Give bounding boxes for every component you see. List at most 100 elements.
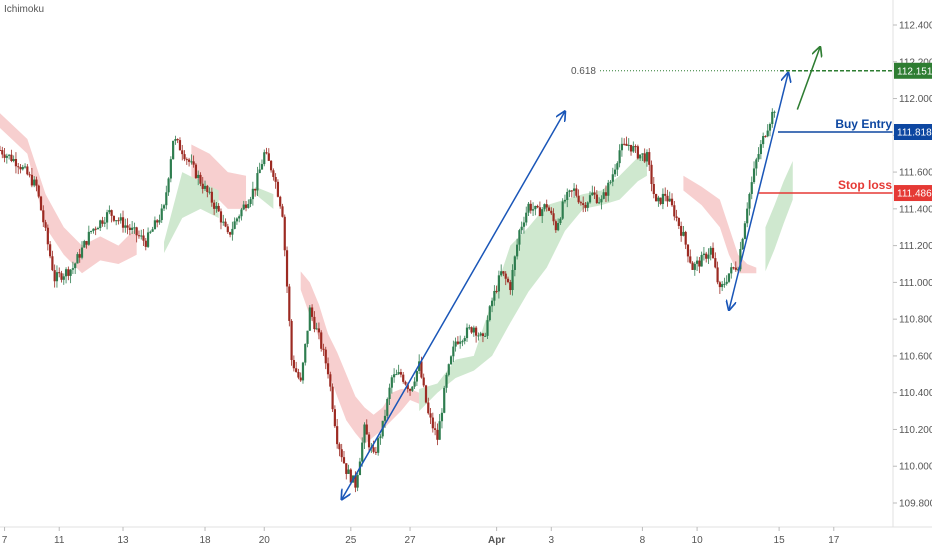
candle-body bbox=[522, 222, 526, 227]
candle-body bbox=[3, 154, 6, 158]
candle-body bbox=[554, 221, 557, 231]
candle-body bbox=[194, 164, 198, 179]
candle-body bbox=[752, 168, 756, 183]
candle-body bbox=[131, 227, 134, 230]
candle-body bbox=[361, 442, 364, 462]
candle-body bbox=[691, 262, 694, 270]
candle-body bbox=[23, 166, 27, 168]
candle-body bbox=[602, 192, 605, 199]
candle-body bbox=[326, 363, 330, 375]
candle-body bbox=[684, 231, 687, 245]
candle-body bbox=[429, 413, 432, 418]
candle-body bbox=[504, 273, 507, 279]
candle-body bbox=[577, 195, 580, 203]
candle-body bbox=[472, 327, 475, 333]
candle-body bbox=[438, 421, 441, 440]
candle-body bbox=[39, 196, 43, 211]
candle-body bbox=[283, 216, 286, 251]
candle-body bbox=[167, 178, 170, 193]
candle-body bbox=[447, 364, 450, 375]
price-axis: 109.800 110.000 110.200 110.400 110.600 110.8… bbox=[892, 0, 932, 527]
candle-body bbox=[331, 386, 334, 410]
candle-body bbox=[17, 166, 20, 168]
candle-body bbox=[295, 368, 298, 372]
candle-body bbox=[682, 231, 685, 236]
candle-body bbox=[199, 174, 202, 184]
candle-body bbox=[19, 167, 22, 170]
candle-body bbox=[240, 209, 243, 217]
candle-body bbox=[750, 182, 753, 194]
cloud-bear-span bbox=[0, 113, 137, 274]
candle-body bbox=[588, 195, 592, 203]
candle-body bbox=[105, 212, 109, 223]
candle-body bbox=[203, 185, 207, 189]
candle-body bbox=[411, 386, 414, 391]
candle-body bbox=[363, 424, 366, 443]
candle-body bbox=[10, 154, 13, 161]
candle-body bbox=[452, 346, 455, 357]
candle-body bbox=[187, 159, 191, 162]
candle-body bbox=[274, 176, 277, 182]
candle-body bbox=[604, 192, 608, 196]
candle-body bbox=[208, 191, 211, 193]
candle-body bbox=[342, 457, 346, 464]
candle-body bbox=[582, 203, 585, 206]
candle-body bbox=[372, 447, 375, 452]
candle-body bbox=[365, 424, 368, 435]
candle-body bbox=[313, 316, 316, 330]
candle-body bbox=[459, 341, 462, 344]
candle-body bbox=[197, 174, 200, 179]
candle-body bbox=[162, 205, 166, 209]
candle-body bbox=[725, 281, 728, 284]
candle-body bbox=[115, 220, 118, 222]
candle-body bbox=[69, 269, 72, 276]
candle-body bbox=[723, 283, 726, 285]
candle-body bbox=[445, 374, 448, 388]
x-tick-label: 7 bbox=[2, 535, 8, 546]
candle-body bbox=[33, 179, 36, 186]
candle-body bbox=[242, 204, 245, 210]
candle-body bbox=[456, 341, 459, 344]
candle-body bbox=[520, 226, 523, 231]
candle-body bbox=[568, 190, 571, 192]
candle-body bbox=[680, 225, 683, 236]
x-tick-label: 20 bbox=[259, 535, 271, 546]
candle-body bbox=[1, 150, 4, 155]
candle-body bbox=[420, 361, 423, 378]
y-tick-label: 111.400 bbox=[899, 204, 932, 215]
candle-body bbox=[550, 210, 553, 214]
candle-body bbox=[534, 205, 537, 210]
candle-body bbox=[402, 374, 405, 382]
candle-body bbox=[408, 389, 412, 391]
candle-body bbox=[165, 192, 168, 206]
candle-body bbox=[310, 307, 314, 317]
candle-body bbox=[755, 159, 758, 169]
candle-body bbox=[119, 217, 122, 221]
candle-body bbox=[575, 188, 578, 196]
candle-body bbox=[625, 143, 628, 146]
candle-body bbox=[513, 256, 516, 270]
candle-body bbox=[481, 333, 485, 337]
candle-body bbox=[349, 469, 352, 483]
candle-body bbox=[516, 244, 519, 257]
candle-body bbox=[8, 154, 11, 156]
buy-entry-price-tag-text: 111.818 bbox=[897, 127, 932, 138]
candle-body bbox=[636, 146, 639, 159]
candle-body bbox=[397, 372, 400, 375]
candle-body bbox=[149, 231, 152, 233]
candle-body bbox=[160, 208, 163, 221]
candle-body bbox=[74, 263, 77, 269]
candle-body bbox=[356, 475, 359, 488]
candle-body bbox=[673, 205, 676, 217]
candle-body bbox=[183, 154, 186, 160]
candle-body bbox=[509, 282, 512, 291]
ichimoku-cloud bbox=[0, 113, 793, 445]
candle-body bbox=[338, 444, 341, 450]
candle-body bbox=[404, 381, 407, 385]
candle-body bbox=[190, 161, 193, 163]
candle-body bbox=[206, 185, 209, 193]
target-price-tag-bg bbox=[894, 62, 932, 79]
candle-body bbox=[566, 191, 569, 200]
candle-body bbox=[727, 273, 731, 282]
candle-body bbox=[529, 203, 532, 211]
